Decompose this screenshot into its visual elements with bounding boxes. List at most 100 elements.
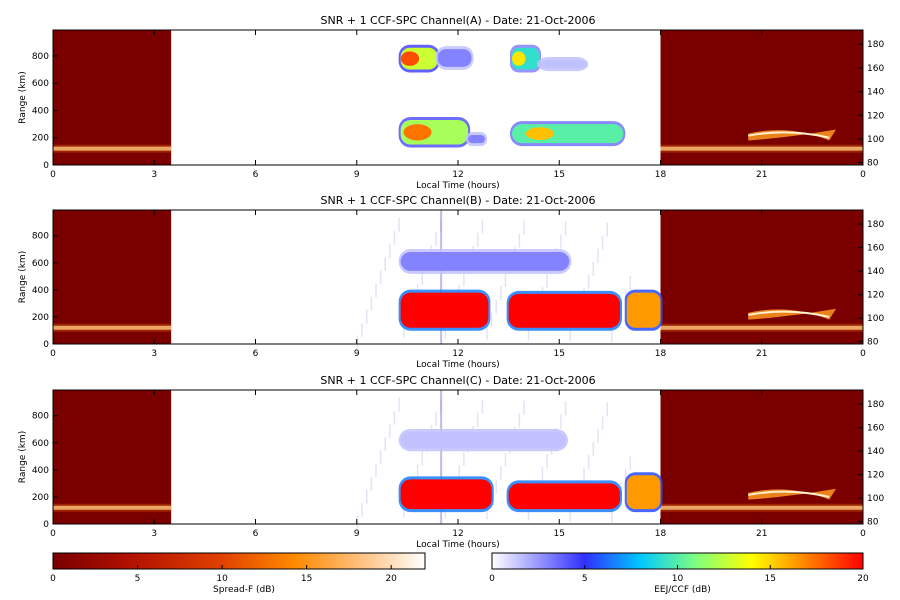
spread-f-block <box>660 210 863 344</box>
x-tick-label: 9 <box>354 529 360 539</box>
spread-f-block <box>660 30 863 165</box>
y2-tick-label: 140 <box>867 267 884 277</box>
spread-f-trace <box>53 505 172 510</box>
y2-tick-label: 80 <box>867 159 879 169</box>
x-tick-label: 21 <box>756 349 767 359</box>
x-tick-label: 3 <box>151 529 157 539</box>
echo-core <box>512 51 526 66</box>
panel-channel-a: SNR + 1 CCF-SPC Channel(A) - Date: 21-Oc… <box>18 14 884 191</box>
echo-region <box>468 135 485 144</box>
x-axis-label: Local Time (hours) <box>416 360 499 370</box>
x-tick-label: 9 <box>354 170 360 180</box>
y-tick-label: 800 <box>32 52 49 62</box>
noise-streak <box>435 411 437 426</box>
noise-streak <box>518 413 521 428</box>
x-tick-label: 15 <box>554 170 565 180</box>
y-axis-label: Range (km) <box>18 431 28 483</box>
y2-tick-label: 100 <box>867 494 884 504</box>
x-axis-label: Local Time (hours) <box>416 181 499 191</box>
colorbar-label: Spread-F (dB) <box>213 585 275 595</box>
noise-streak <box>486 325 488 340</box>
spread-f-trace <box>660 505 863 510</box>
colorbar-tick-label: 5 <box>135 574 141 584</box>
noise-streak <box>500 466 502 481</box>
spread-f-trace <box>660 325 863 330</box>
noise-streak <box>365 309 368 324</box>
colorbar-tick-label: 15 <box>301 574 312 584</box>
x-tick-label: 12 <box>452 529 463 539</box>
noise-streak <box>476 232 479 247</box>
noise-streak <box>597 248 599 263</box>
noise-streak <box>384 437 386 452</box>
chart-title: SNR + 1 CCF-SPC Channel(A) - Date: 21-Oc… <box>321 14 596 27</box>
y-tick-label: 200 <box>32 313 49 323</box>
noise-streak <box>481 399 484 414</box>
noise-streak <box>375 463 377 478</box>
noise-streak <box>476 412 479 427</box>
colorbar-tick-label: 10 <box>672 574 684 584</box>
echo-region <box>626 292 661 328</box>
noise-streak <box>601 415 604 430</box>
noise-streak <box>583 468 585 483</box>
panel-channel-c: SNR + 1 CCF-SPC Channel(C) - Date: 21-Oc… <box>18 374 884 550</box>
noise-streak <box>597 428 599 443</box>
noise-streak <box>523 220 525 235</box>
spread-f-trace-glow <box>53 323 172 332</box>
colorbar-gradient <box>52 552 426 570</box>
vertical-streak <box>440 390 443 524</box>
y2-tick-label: 140 <box>867 447 884 457</box>
y2-tick-label: 120 <box>867 291 884 301</box>
y-tick-label: 400 <box>32 286 49 296</box>
colorbar-tick-label: 0 <box>50 574 56 584</box>
noise-streak <box>356 335 359 350</box>
x-tick-label: 6 <box>253 349 259 359</box>
noise-streak <box>560 234 562 249</box>
spread-f-trace-glow <box>660 323 863 332</box>
y2-tick-label: 100 <box>867 135 884 145</box>
echo-region <box>539 60 587 69</box>
x-tick-label: 12 <box>452 170 463 180</box>
x-tick-label: 6 <box>253 529 259 539</box>
y2-tick-label: 160 <box>867 64 884 74</box>
spread-f-trace <box>53 146 172 151</box>
colorbar-spread-f: 0 5 10 15 20 Spread-F (dB) <box>50 552 426 595</box>
noise-streak <box>402 323 405 338</box>
noise-streak <box>523 400 525 415</box>
y-tick-label: 0 <box>43 520 49 530</box>
noise-streak <box>361 502 363 517</box>
echo-region <box>400 292 489 328</box>
x-tick-label: 12 <box>452 349 463 359</box>
noise-streak <box>624 469 627 484</box>
y2-tick-label: 160 <box>867 244 884 254</box>
noise-streak <box>421 451 423 466</box>
noise-streak <box>527 326 530 341</box>
spread-f-block <box>53 390 172 524</box>
noise-streak <box>389 423 391 438</box>
noise-streak <box>606 402 608 417</box>
vertical-streak <box>440 210 443 344</box>
spread-f-trace-glow <box>53 144 172 153</box>
noise-streak <box>481 219 484 234</box>
noise-streak <box>564 401 567 416</box>
colorbar-tick-label: 20 <box>857 574 869 584</box>
x-tick-label: 0 <box>50 170 56 180</box>
y2-tick-label: 160 <box>867 424 884 434</box>
x-tick-label: 0 <box>860 170 866 180</box>
noise-streak <box>393 410 396 425</box>
colorbar-label: EEJ/CCF (dB) <box>654 585 711 595</box>
noise-streak <box>560 414 562 429</box>
y-axis-label: Range (km) <box>18 251 28 303</box>
y2-tick-label: 80 <box>867 338 879 348</box>
noise-streak <box>370 476 373 491</box>
noise-streak <box>504 273 507 288</box>
spread-f-trace-glow <box>53 503 172 512</box>
noise-streak <box>402 503 405 518</box>
echo-region <box>626 475 661 510</box>
colorbar-tick-label: 20 <box>385 574 397 584</box>
noise-streak <box>592 261 595 276</box>
noise-streak <box>611 328 613 343</box>
spread-f-block <box>53 30 172 165</box>
noise-streak <box>356 515 359 530</box>
y2-tick-label: 120 <box>867 111 884 121</box>
colorbar-tick-label: 10 <box>216 574 228 584</box>
